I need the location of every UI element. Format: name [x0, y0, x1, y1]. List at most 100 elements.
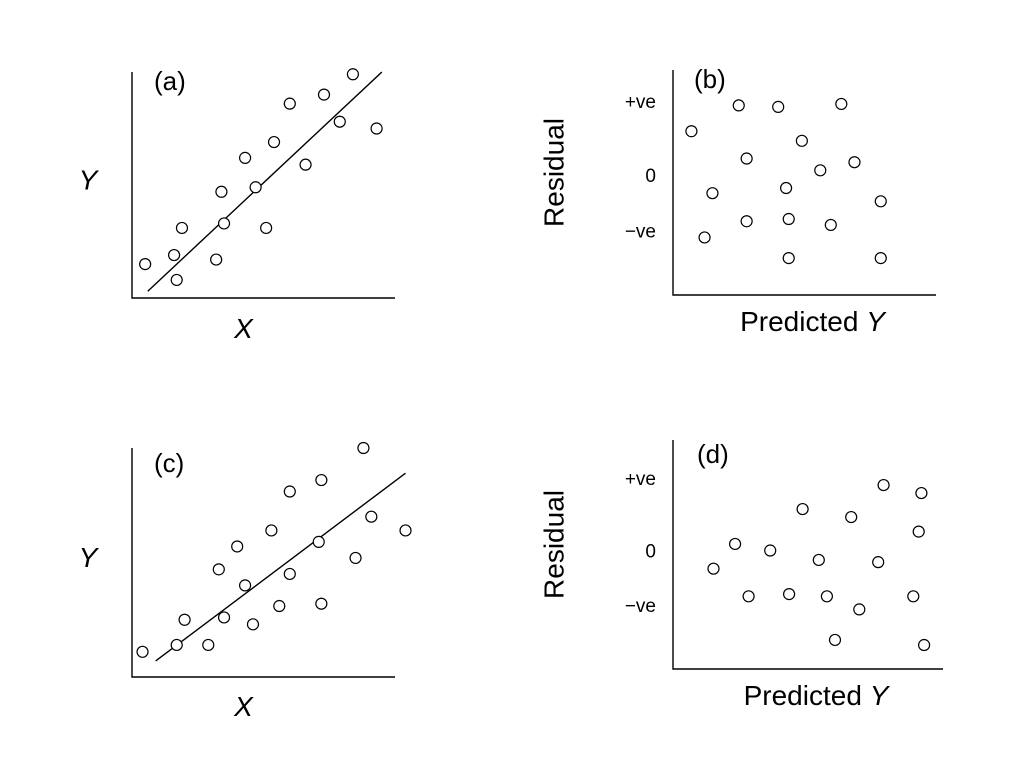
point-c-6 [231, 540, 244, 553]
axes-a [131, 72, 395, 299]
point-b-7 [779, 181, 793, 195]
point-c-3 [202, 638, 215, 652]
fit-line-c [155, 472, 406, 662]
y-axis-title-c: Y [79, 542, 100, 573]
point-c-2 [178, 613, 191, 626]
y-tick-label-b-2: −ve [625, 221, 656, 242]
point-d-8 [828, 633, 842, 647]
point-a-10 [267, 135, 281, 149]
point-d-0 [707, 562, 720, 575]
point-d-14 [912, 525, 925, 538]
point-b-3 [732, 99, 745, 112]
x-axis-title-a: X [233, 313, 254, 344]
point-b-14 [848, 156, 861, 169]
y-tick-label-d-2: −ve [625, 596, 656, 617]
point-a-9 [260, 221, 273, 235]
point-d-5 [796, 502, 809, 516]
axes-b [672, 70, 936, 296]
point-c-19 [399, 524, 412, 537]
point-b-10 [795, 134, 808, 147]
point-d-4 [782, 588, 796, 601]
point-d-2 [742, 590, 755, 603]
point-d-3 [764, 544, 777, 557]
x-axis-title-d: Predicted Y [744, 680, 891, 711]
point-a-13 [317, 88, 331, 101]
point-b-0 [685, 125, 698, 138]
point-c-1 [170, 638, 183, 652]
point-c-11 [283, 485, 296, 498]
panel-a: (a) X Y [79, 66, 395, 344]
point-c-8 [246, 618, 260, 631]
point-a-0 [139, 258, 152, 271]
point-b-13 [835, 97, 848, 111]
panel-label-a: (a) [154, 66, 186, 96]
point-c-7 [238, 579, 252, 592]
point-b-2 [706, 187, 719, 200]
point-c-4 [212, 563, 225, 576]
point-a-4 [210, 253, 223, 266]
panel-c: (c) X Y [79, 441, 412, 722]
fit-line-a [147, 71, 383, 292]
point-a-14 [333, 115, 346, 128]
point-a-11 [283, 97, 296, 110]
point-a-3 [175, 221, 189, 235]
point-c-5 [217, 611, 231, 624]
point-b-11 [814, 164, 827, 177]
point-b-1 [698, 231, 711, 244]
point-a-2 [170, 273, 183, 287]
point-d-15 [915, 486, 928, 500]
point-d-13 [907, 590, 920, 603]
point-a-16 [370, 122, 383, 135]
point-c-14 [315, 473, 328, 487]
point-c-17 [357, 441, 370, 455]
axes-c [131, 448, 395, 678]
point-d-10 [853, 603, 866, 616]
panel-b: (b) Predicted Y Residual +ve 0 −ve [538, 64, 936, 337]
point-b-16 [874, 252, 887, 265]
y-tick-label-b-1: 0 [645, 166, 656, 187]
point-c-15 [315, 597, 328, 610]
point-a-15 [346, 68, 360, 81]
point-c-18 [365, 510, 378, 523]
panel-d: (d) Predicted Y Residual +ve 0 −ve [538, 439, 943, 711]
point-d-6 [812, 553, 825, 567]
y-axis-title-d: Residual [538, 490, 569, 599]
axes-d [672, 440, 943, 670]
point-c-12 [283, 567, 296, 581]
point-b-8 [782, 212, 795, 226]
point-d-7 [820, 590, 834, 603]
point-b-12 [824, 218, 837, 232]
point-d-16 [917, 638, 931, 652]
point-a-7 [238, 151, 252, 164]
point-a-8 [249, 181, 262, 194]
point-c-0 [136, 645, 149, 658]
y-axis-title-b: Residual [538, 118, 569, 227]
point-a-12 [299, 158, 312, 171]
panel-label-c: (c) [154, 448, 184, 478]
point-b-15 [874, 195, 887, 208]
point-c-16 [349, 551, 362, 565]
x-axis-title-c: X [233, 691, 254, 722]
panel-label-d: (d) [697, 439, 729, 469]
point-b-5 [740, 215, 753, 228]
y-tick-label-b-0: +ve [625, 92, 656, 113]
point-b-9 [782, 252, 795, 265]
point-d-12 [877, 478, 890, 492]
point-c-13 [312, 535, 325, 548]
x-axis-title-b: Predicted Y [740, 306, 887, 337]
point-b-6 [772, 100, 785, 113]
point-b-4 [740, 152, 753, 165]
point-a-6 [217, 217, 231, 230]
point-d-1 [728, 537, 742, 551]
point-a-1 [167, 248, 181, 262]
point-d-9 [845, 510, 858, 524]
y-tick-label-d-1: 0 [645, 542, 656, 563]
point-c-9 [265, 524, 278, 537]
point-c-10 [273, 599, 286, 613]
y-tick-label-d-0: +ve [625, 469, 656, 490]
y-axis-title-a: Y [79, 164, 100, 195]
point-a-5 [215, 185, 228, 198]
panel-label-b: (b) [694, 64, 726, 94]
point-d-11 [872, 556, 885, 569]
